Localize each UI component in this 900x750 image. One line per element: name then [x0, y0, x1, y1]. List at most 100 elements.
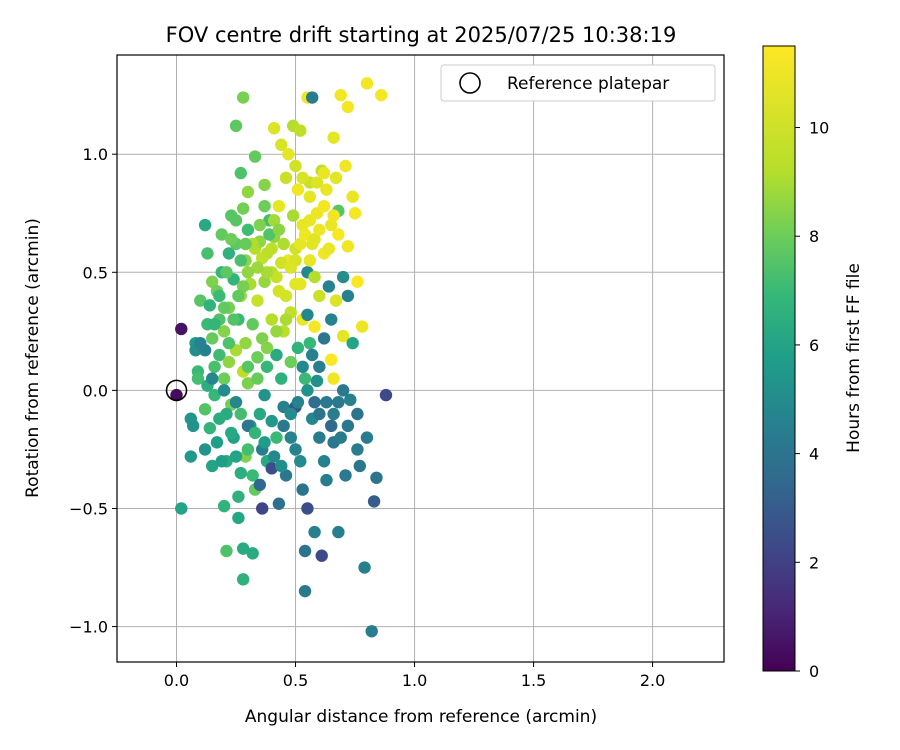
data-point — [339, 159, 352, 173]
data-point — [284, 407, 297, 421]
x-tick-label: 0.0 — [164, 671, 189, 690]
data-point — [170, 388, 183, 402]
colorbar-tick-label: 6 — [809, 336, 819, 355]
data-point — [375, 88, 388, 102]
data-point — [303, 190, 317, 203]
data-point — [253, 407, 267, 421]
data-point — [234, 254, 247, 267]
data-point — [220, 544, 233, 558]
data-point — [284, 261, 297, 274]
data-point — [236, 542, 250, 555]
data-point — [365, 625, 378, 638]
data-point — [272, 497, 286, 510]
data-point — [320, 395, 333, 409]
data-point — [203, 299, 217, 312]
data-point — [236, 202, 250, 215]
data-point — [234, 466, 247, 480]
data-point — [253, 478, 267, 492]
data-point — [239, 336, 252, 350]
data-point — [241, 185, 255, 199]
data-point — [184, 450, 197, 463]
data-point — [294, 277, 307, 291]
data-point — [217, 325, 231, 338]
data-point — [308, 395, 321, 409]
data-point — [341, 240, 355, 253]
data-point — [353, 459, 366, 473]
data-point — [284, 431, 297, 444]
data-point — [215, 228, 228, 241]
data-point — [317, 199, 331, 213]
data-point — [379, 388, 393, 402]
data-point — [291, 341, 305, 355]
data-point — [270, 270, 283, 284]
colorbar — [762, 45, 796, 672]
data-point — [206, 275, 219, 288]
data-point — [210, 436, 224, 449]
data-point — [327, 131, 340, 144]
data-point — [258, 436, 271, 449]
data-point — [367, 495, 381, 508]
data-point — [322, 242, 336, 255]
data-point — [310, 374, 324, 388]
data-point — [191, 372, 205, 385]
data-point — [317, 166, 331, 180]
data-point — [294, 455, 307, 468]
data-point — [325, 353, 338, 366]
data-point — [258, 178, 271, 192]
data-point — [358, 561, 371, 574]
data-point — [296, 171, 309, 185]
data-point — [308, 233, 321, 246]
data-point — [296, 360, 309, 373]
data-point — [267, 214, 281, 227]
data-point — [260, 266, 274, 279]
data-point — [267, 122, 281, 135]
data-point — [275, 372, 288, 385]
data-point — [241, 377, 255, 390]
data-point — [327, 372, 340, 385]
data-point — [325, 313, 338, 326]
data-point — [332, 525, 345, 539]
data-point — [327, 407, 340, 421]
data-point — [360, 431, 374, 444]
data-point — [334, 88, 347, 102]
data-point — [217, 301, 231, 314]
data-point — [313, 360, 326, 373]
data-point — [272, 223, 286, 236]
data-point — [360, 77, 374, 90]
data-point — [336, 384, 350, 397]
data-point — [317, 332, 331, 345]
data-point — [208, 388, 221, 402]
colorbar-tick-label: 2 — [809, 553, 819, 572]
data-point — [251, 261, 264, 274]
data-point — [222, 336, 236, 350]
y-axis-label: Rotation from reference (arcmin) — [23, 218, 43, 498]
data-point — [256, 502, 269, 515]
data-point — [317, 455, 331, 468]
data-point — [225, 426, 238, 440]
colorbar-tick-label: 8 — [809, 227, 819, 246]
data-point — [298, 544, 312, 558]
data-point — [329, 171, 343, 185]
data-point — [308, 270, 321, 284]
data-point — [279, 289, 293, 303]
data-point — [294, 124, 307, 137]
data-point — [186, 419, 200, 433]
data-point — [248, 150, 262, 163]
data-point — [227, 313, 240, 326]
data-point — [222, 247, 236, 260]
data-point — [246, 547, 259, 560]
data-point — [267, 450, 281, 463]
data-point — [246, 318, 259, 331]
data-point — [315, 549, 328, 562]
data-point — [265, 414, 278, 428]
data-point — [332, 395, 345, 409]
data-point — [232, 289, 245, 303]
data-point — [256, 332, 269, 345]
data-point — [346, 336, 359, 350]
data-point — [275, 256, 288, 270]
data-point — [305, 348, 319, 362]
data-point — [229, 119, 243, 133]
data-point — [325, 218, 338, 232]
legend-label: Reference platepar — [507, 74, 669, 94]
data-point — [282, 147, 295, 161]
